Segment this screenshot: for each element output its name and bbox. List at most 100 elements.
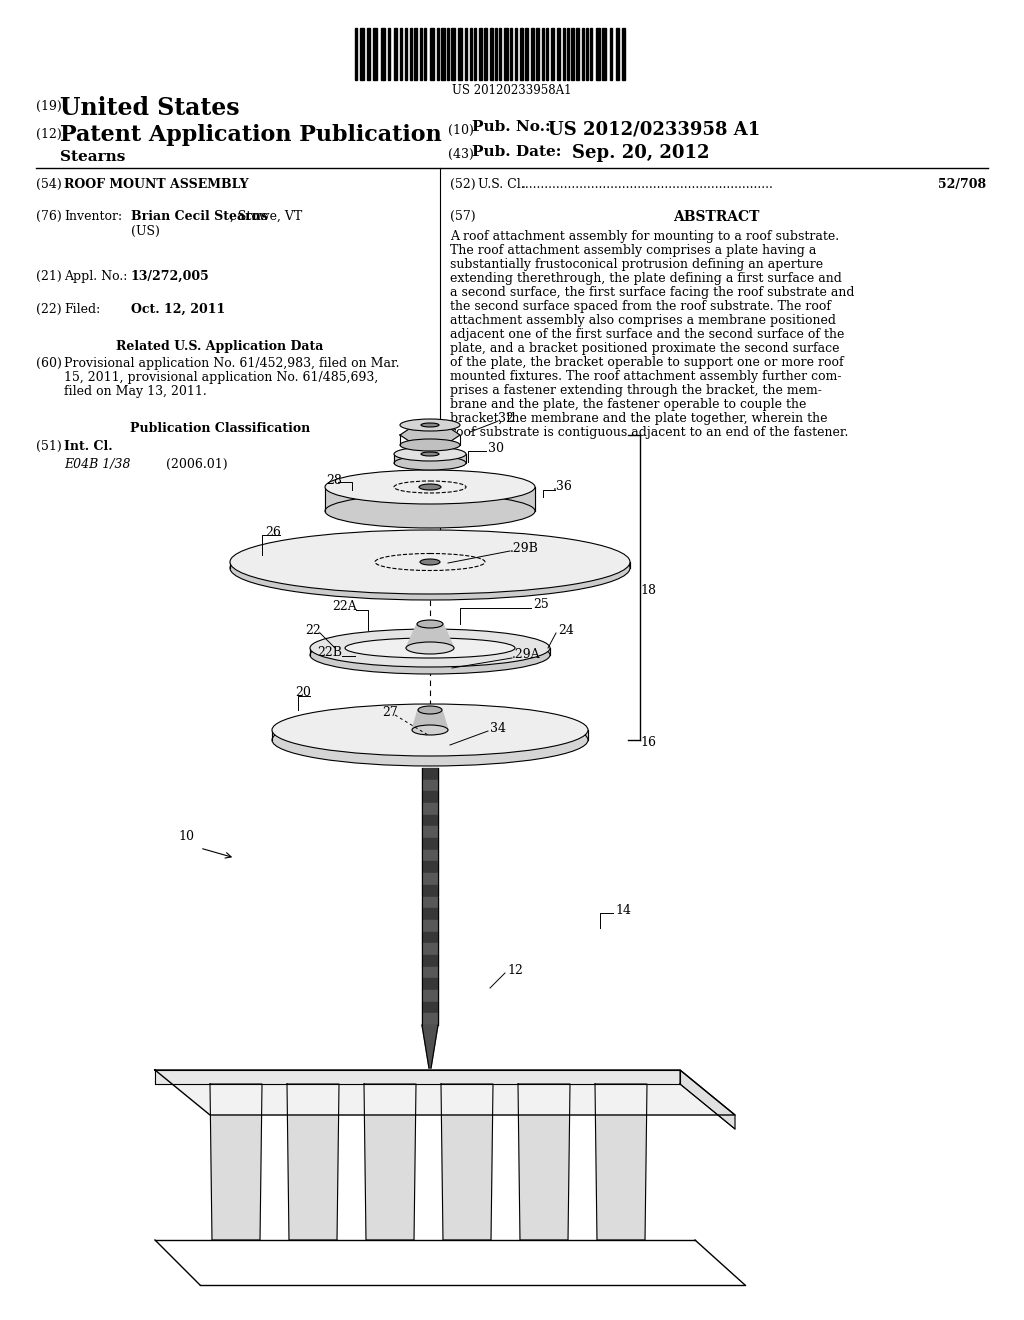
Polygon shape (272, 730, 588, 741)
Polygon shape (422, 1002, 438, 1014)
Text: prises a fastener extending through the bracket, the mem-: prises a fastener extending through the … (450, 384, 822, 397)
Text: Pub. No.:: Pub. No.: (472, 120, 551, 135)
Polygon shape (422, 966, 438, 978)
Bar (430, 28, 434, 81)
Text: a second surface, the first surface facing the roof substrate and: a second surface, the first surface faci… (450, 286, 854, 300)
Ellipse shape (310, 636, 550, 675)
Text: bracket, the membrane and the plate together, wherein the: bracket, the membrane and the plate toge… (450, 412, 827, 425)
Ellipse shape (400, 440, 460, 451)
Polygon shape (422, 920, 438, 932)
Polygon shape (422, 838, 438, 850)
Bar (602, 28, 606, 81)
Text: .29A: .29A (512, 648, 541, 661)
Text: (51): (51) (36, 440, 61, 453)
Polygon shape (406, 624, 454, 648)
Polygon shape (394, 454, 466, 463)
Text: US 20120233958A1: US 20120233958A1 (453, 84, 571, 96)
Text: the second surface spaced from the roof substrate. The roof: the second surface spaced from the roof … (450, 300, 831, 313)
Ellipse shape (419, 484, 441, 490)
Bar (490, 28, 493, 81)
Bar (388, 28, 390, 81)
Bar (470, 28, 472, 81)
Polygon shape (210, 1084, 262, 1239)
Bar (360, 28, 364, 81)
Ellipse shape (345, 638, 515, 657)
Ellipse shape (421, 422, 439, 426)
Bar (495, 28, 497, 81)
Text: 13/272,005: 13/272,005 (131, 271, 210, 282)
Ellipse shape (412, 725, 449, 735)
Bar (484, 28, 487, 81)
Text: 34: 34 (490, 722, 506, 734)
Text: 14: 14 (615, 903, 631, 916)
Ellipse shape (272, 714, 588, 766)
Bar (510, 28, 512, 81)
Bar (536, 28, 539, 81)
Text: Filed:: Filed: (63, 304, 100, 315)
Bar (406, 28, 407, 81)
Text: Brian Cecil Stearns: Brian Cecil Stearns (131, 210, 268, 223)
Bar (394, 28, 397, 81)
Polygon shape (400, 425, 460, 445)
Text: filed on May 13, 2011.: filed on May 13, 2011. (63, 385, 207, 399)
Text: of the plate, the bracket operable to support one or more roof: of the plate, the bracket operable to su… (450, 356, 844, 370)
Bar (557, 28, 560, 81)
Polygon shape (422, 954, 438, 966)
Text: U.S. Cl.: U.S. Cl. (478, 178, 524, 191)
Text: (19): (19) (36, 100, 61, 114)
Ellipse shape (400, 418, 460, 432)
Text: Patent Application Publication: Patent Application Publication (60, 124, 441, 147)
Text: E04B 1/38: E04B 1/38 (63, 458, 130, 471)
Text: 26: 26 (265, 525, 281, 539)
Text: (57): (57) (450, 210, 475, 223)
Bar (373, 28, 377, 81)
Text: ABSTRACT: ABSTRACT (673, 210, 759, 224)
Text: 12: 12 (507, 964, 523, 977)
Polygon shape (422, 826, 438, 838)
Polygon shape (230, 562, 630, 568)
Polygon shape (595, 1084, 647, 1239)
Ellipse shape (325, 494, 535, 528)
Polygon shape (155, 1071, 680, 1084)
Text: .29B: .29B (510, 541, 539, 554)
Text: 15, 2011, provisional application No. 61/485,693,: 15, 2011, provisional application No. 61… (63, 371, 378, 384)
Ellipse shape (420, 558, 440, 565)
Text: extending therethrough, the plate defining a first surface and: extending therethrough, the plate defini… (450, 272, 842, 285)
Bar (504, 28, 508, 81)
Polygon shape (412, 710, 449, 730)
Polygon shape (422, 896, 438, 908)
Text: Int. Cl.: Int. Cl. (63, 440, 113, 453)
Polygon shape (287, 1084, 339, 1239)
Ellipse shape (325, 470, 535, 504)
Polygon shape (422, 873, 438, 884)
Text: brane and the plate, the fastener operable to couple the: brane and the plate, the fastener operab… (450, 399, 806, 411)
Ellipse shape (230, 536, 630, 601)
Polygon shape (422, 978, 438, 990)
Bar (525, 28, 528, 81)
Text: 24: 24 (558, 623, 573, 636)
Ellipse shape (406, 642, 454, 653)
Polygon shape (422, 1026, 438, 1068)
Text: (12): (12) (36, 128, 61, 141)
Bar (465, 28, 467, 81)
Bar (590, 28, 592, 81)
Text: Oct. 12, 2011: Oct. 12, 2011 (131, 304, 225, 315)
Bar (410, 28, 412, 81)
Bar (515, 28, 517, 81)
Text: mounted fixtures. The roof attachment assembly further com-: mounted fixtures. The roof attachment as… (450, 370, 842, 383)
Polygon shape (422, 850, 438, 862)
Text: 27: 27 (382, 705, 397, 718)
Polygon shape (422, 803, 438, 814)
Text: The roof attachment assembly comprises a plate having a: The roof attachment assembly comprises a… (450, 244, 816, 257)
Text: (10): (10) (449, 124, 474, 137)
Text: , Stowe, VT: , Stowe, VT (229, 210, 302, 223)
Text: Provisional application No. 61/452,983, filed on Mar.: Provisional application No. 61/452,983, … (63, 356, 399, 370)
Polygon shape (422, 1014, 438, 1026)
Bar (531, 28, 534, 81)
Text: 10: 10 (178, 829, 194, 842)
Bar (355, 28, 357, 81)
Text: 16: 16 (640, 735, 656, 748)
Ellipse shape (417, 620, 443, 628)
Polygon shape (518, 1084, 570, 1239)
Text: 22A: 22A (332, 601, 356, 614)
